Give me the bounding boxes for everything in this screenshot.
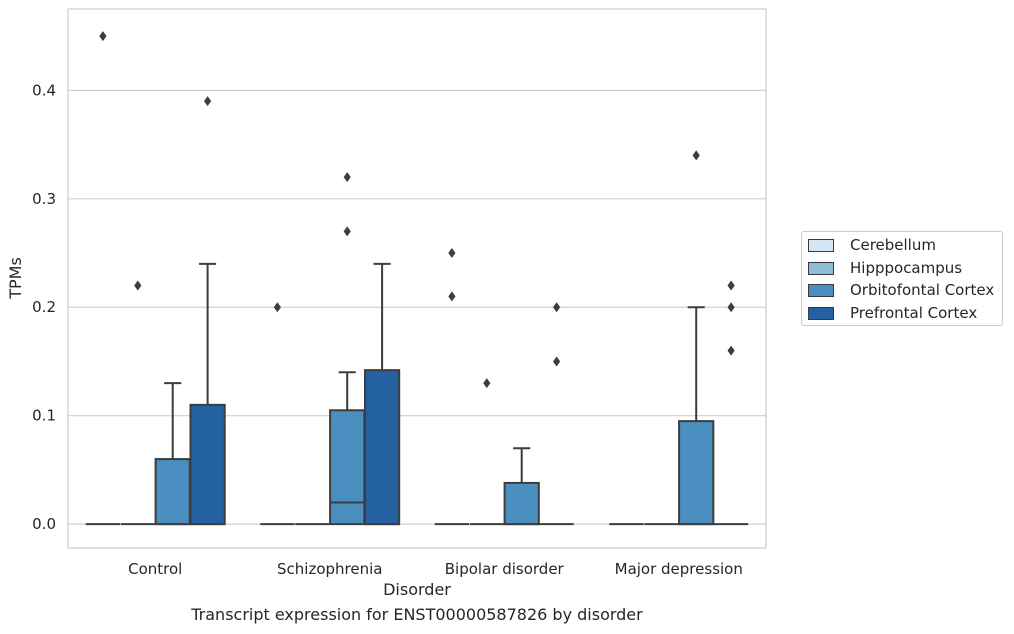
box-cerebellum [260, 302, 295, 526]
box-hipppocampus [469, 378, 504, 526]
box-body [363, 369, 401, 526]
box-body [189, 403, 226, 526]
outlier-point [448, 291, 456, 302]
y-tick-label: 0.0 [32, 515, 56, 533]
outlier-point [553, 302, 561, 313]
y-tick-label: 0.1 [32, 407, 56, 425]
box-body [503, 481, 540, 526]
outlier-point [692, 150, 700, 161]
y-tick-label: 0.4 [32, 81, 56, 99]
outlier-point [727, 280, 735, 291]
legend: Cerebellum Hipppocampus Orbitofontal Cor… [801, 231, 1003, 326]
legend-label-cerebellum: Cerebellum [850, 236, 936, 254]
box-prefrontal-cortex [713, 280, 749, 526]
box-cerebellum [434, 248, 470, 526]
legend-swatch-hipppocampus [808, 261, 834, 275]
box-body [678, 420, 715, 526]
legend-item-hipppocampus: Hipppocampus [808, 258, 962, 278]
legend-swatch-cerebellum [808, 238, 834, 252]
y-axis-label: TPMs [6, 257, 25, 300]
x-axis-label: Disorder [383, 580, 451, 599]
legend-label-hipppocampus: Hipppocampus [850, 259, 963, 277]
box-orbitofontal-cortex [678, 150, 715, 526]
outlier-point [727, 302, 735, 313]
outlier-point [134, 280, 142, 291]
outlier-point [99, 31, 107, 42]
box-body [154, 458, 191, 526]
boxes [85, 31, 749, 526]
outlier-point [343, 172, 351, 183]
outlier-point [448, 248, 456, 259]
legend-label-prefrontal-cortex: Prefrontal Cortex [850, 304, 978, 322]
legend-swatch-prefrontal-cortex [808, 306, 834, 320]
outlier-point [553, 356, 561, 367]
y-tick-label: 0.3 [32, 190, 56, 208]
x-tick-label: Schizophrenia [277, 560, 382, 578]
box-body [329, 409, 366, 526]
outlier-point [727, 345, 735, 356]
legend-swatch-orbitofontal-cortex [808, 283, 834, 297]
box-prefrontal-cortex [189, 96, 226, 526]
box-prefrontal-cortex [363, 262, 401, 526]
box-prefrontal-cortex [539, 302, 574, 526]
legend-label-orbitofontal-cortex: Orbitofontal Cortex [850, 281, 995, 299]
box-orbitofontal-cortex [154, 382, 191, 526]
box-orbitofontal-cortex [503, 447, 540, 526]
box-cerebellum [85, 31, 121, 526]
outlier-point [204, 96, 212, 107]
outlier-point [343, 226, 351, 237]
box-hipppocampus [120, 280, 155, 526]
outlier-point [483, 378, 491, 389]
x-tick-label: Major depression [615, 560, 743, 578]
figure-caption: Transcript expression for ENST0000058782… [191, 605, 643, 624]
legend-item-orbitofontal-cortex: Orbitofontal Cortex [808, 280, 994, 300]
x-tick-label: Control [128, 560, 182, 578]
outlier-point [273, 302, 281, 313]
y-tick-label: 0.2 [32, 298, 56, 316]
y-axis-ticks: 0.0 0.1 0.2 0.3 0.4 [32, 81, 56, 533]
x-tick-label: Bipolar disorder [445, 560, 565, 578]
x-axis-ticks: Control Schizophrenia Bipolar disorder Majo… [128, 560, 743, 578]
legend-item-cerebellum: Cerebellum [808, 235, 936, 255]
legend-item-prefrontal-cortex: Prefrontal Cortex [808, 303, 977, 323]
